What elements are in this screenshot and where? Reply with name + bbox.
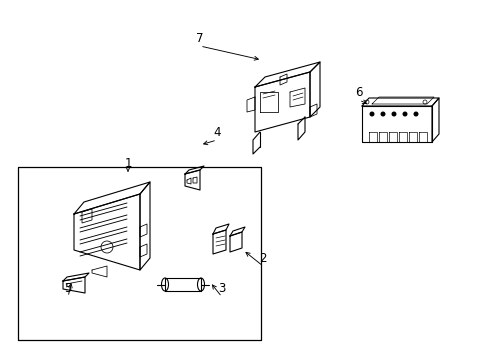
Text: 3: 3 [218, 283, 225, 296]
Text: 5: 5 [64, 283, 72, 296]
Circle shape [413, 112, 418, 117]
Circle shape [402, 112, 407, 117]
Text: 4: 4 [213, 126, 220, 139]
Circle shape [369, 112, 374, 117]
Circle shape [380, 112, 385, 117]
Text: 2: 2 [259, 252, 266, 265]
Text: 6: 6 [354, 86, 362, 99]
Text: 1: 1 [124, 157, 131, 170]
Circle shape [391, 112, 396, 117]
Text: 7: 7 [196, 32, 203, 45]
